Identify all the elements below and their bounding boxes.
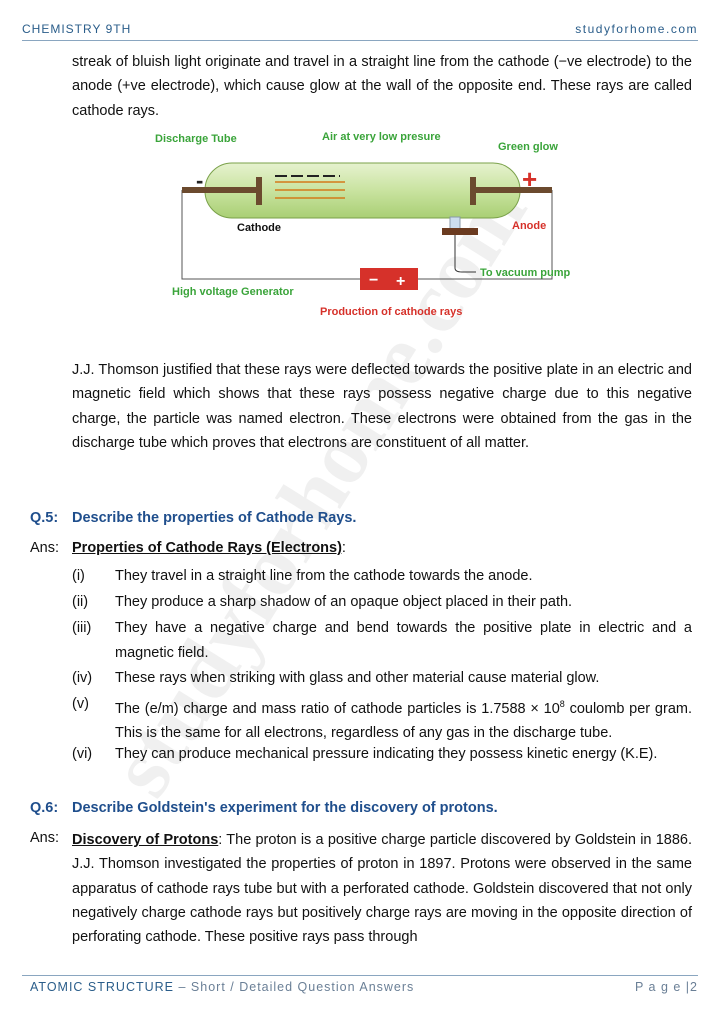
item-num: (v) [72,696,89,712]
page-label: P a g e | [634,980,691,994]
chapter: ATOMIC STRUCTURE [30,980,175,994]
text: : The proton is a positive charge partic… [72,832,693,946]
label: Air at very low presure [322,131,441,143]
question-number: Q.6: [30,800,59,816]
header-rule [22,40,698,41]
question: Describe Goldstein's experiment for the … [72,800,498,816]
caption: Production of cathode rays [320,306,462,318]
item-num: (ii) [72,594,89,610]
answer-paragraph: Discovery of Protons: The proton is a po… [72,828,692,949]
list-item: (i) They travel in a straight line from t… [72,564,692,589]
paragraph: J.J. Thomson justified that these rays w… [72,362,692,451]
ans-label: Ans: [30,830,60,846]
list-item: (iv) These rays when striking with glass … [72,666,692,691]
generator [360,268,418,290]
text: coulomb per gram. This is the same for a… [115,700,692,742]
item-text: The (e/m) charge and mass ratio of catho… [115,692,692,746]
question-number: Q.5: [30,510,59,526]
anode-plate [470,177,476,205]
cathode-plate [256,177,262,205]
valve [442,228,478,235]
cathode-ray-diagram: Discharge Tube Air at very low presure G… [155,131,571,318]
heading: Properties of Cathode Rays (Electrons) [72,540,342,556]
footer-rule [22,975,698,976]
intro-paragraph: streak of bluish light originate and tra… [72,54,692,119]
list-item: (v) The (e/m) charge and mass ratio of ca… [72,692,692,746]
item-text: These rays when striking with glass and … [115,670,600,686]
item-text: They have a negative charge and bend tow… [115,620,692,661]
label: Anode [512,220,546,232]
label: − [369,272,378,289]
heading-suffix: : [341,540,346,556]
label: Discharge Tube [155,133,237,145]
label: + [522,164,537,194]
cathode-rod [182,187,258,193]
item-text: They travel in a straight line from the … [115,568,533,584]
anode-rod [474,187,552,193]
item-num: (i) [72,568,85,584]
label: Cathode [237,222,281,234]
pump-leader [454,235,476,273]
page-number: 2 [690,980,698,994]
pump-tube [449,216,461,230]
superscript: 8 [559,699,565,709]
ans-label: Ans: [30,540,60,556]
wire [181,190,553,280]
text: The (e/m) charge and mass ratio of catho… [115,700,560,717]
header-right: studyforhome.com [575,22,698,36]
footer-right: P a g e |2 [635,980,698,994]
question: Describe the properties of Cathode Rays. [72,510,357,526]
item-text: They produce a sharp shadow of an opaque… [115,594,573,610]
item-text: They can produce mechanical pressure ind… [115,746,658,762]
ans-heading: Properties of Cathode Rays (Electrons): [72,540,346,556]
label: Green glow [498,141,558,153]
heading: Discovery of Protons [72,832,219,848]
item-num: (vi) [72,746,93,762]
label: High voltage Generator [172,286,294,298]
list-item: (vi) They can produce mechanical pressure… [72,742,692,767]
label: To vacuum pump [480,267,571,279]
rays [275,181,345,199]
label: - [196,168,203,193]
list-item: (iii) They have a negative charge and ben… [72,616,692,665]
label: + [396,273,405,290]
footer-left: ATOMIC STRUCTURE – Short / Detailed Ques… [30,980,414,994]
item-num: (iv) [72,670,93,686]
item-num: (iii) [72,620,92,636]
footer-subtitle: – Short / Detailed Question Answers [174,980,415,994]
list-item: (ii) They produce a sharp shadow of an op… [72,590,692,615]
header-left: CHEMISTRY 9TH [22,22,132,36]
